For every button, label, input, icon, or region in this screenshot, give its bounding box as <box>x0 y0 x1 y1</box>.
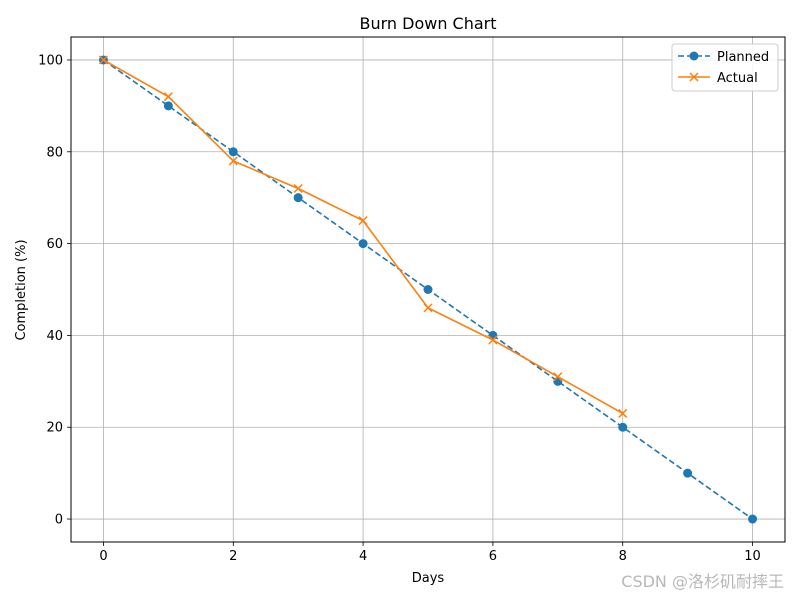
data-point-actual <box>98 55 108 65</box>
data-point-actual-stroke <box>618 408 628 418</box>
data-point-planned <box>358 239 368 249</box>
y-tick-label: 80 <box>46 145 63 160</box>
data-point-actual-stroke <box>98 55 108 65</box>
legend: Planned Actual <box>671 43 779 92</box>
data-point-planned <box>618 422 628 432</box>
data-point-actual <box>293 183 303 194</box>
legend-label-planned: Planned <box>717 50 769 65</box>
data-point-planned <box>228 147 238 157</box>
chart-title: Burn Down Chart <box>359 14 496 33</box>
data-point-actual <box>488 335 498 345</box>
data-point-planned <box>293 193 303 203</box>
data-point-actual-stroke <box>553 372 563 382</box>
data-point-actual-stroke <box>163 92 173 102</box>
x-tick-label: 4 <box>359 549 367 564</box>
grid <box>71 37 785 542</box>
legend-marker-actual-stroke <box>689 72 699 82</box>
x-tick-label: 2 <box>229 549 237 564</box>
x-tick-label: 6 <box>489 549 497 564</box>
data-point-actual-stroke <box>423 303 433 313</box>
legend-marker-planned <box>689 51 699 61</box>
watermark: CSDN @洛杉矶耐摔王 <box>621 572 784 591</box>
y-tick-label: 100 <box>38 53 63 68</box>
data-point-actual <box>228 156 238 166</box>
y-tick-label: 40 <box>46 329 63 344</box>
y-tick-label: 60 <box>46 237 63 252</box>
data-point-actual <box>163 92 173 102</box>
x-tick-label: 0 <box>99 549 107 564</box>
y-tick-label: 20 <box>46 421 63 436</box>
data-point-actual <box>618 408 628 418</box>
data-point-planned <box>163 101 173 111</box>
y-tick-label: 0 <box>55 513 63 528</box>
data-point-actual-stroke <box>358 216 368 226</box>
data-point-actual <box>423 303 433 313</box>
data-point-planned <box>748 514 758 524</box>
data-point-planned <box>423 285 433 294</box>
data-point-planned <box>683 468 693 478</box>
x-axis-label: Days <box>412 571 445 586</box>
y-axis-label: Completion (%) <box>14 239 29 340</box>
data-point-actual-stroke <box>228 156 238 166</box>
data-point-actual-stroke <box>293 183 303 194</box>
plot-frame <box>70 36 786 543</box>
series-layer <box>98 55 758 524</box>
legend-marker-actual <box>689 72 699 82</box>
legend-label-actual: Actual <box>717 71 758 86</box>
x-tick-label: 10 <box>744 549 761 564</box>
x-tick-label: 8 <box>619 549 627 564</box>
data-point-actual <box>553 372 563 382</box>
data-point-actual <box>358 216 368 226</box>
data-point-actual-stroke <box>488 335 498 345</box>
